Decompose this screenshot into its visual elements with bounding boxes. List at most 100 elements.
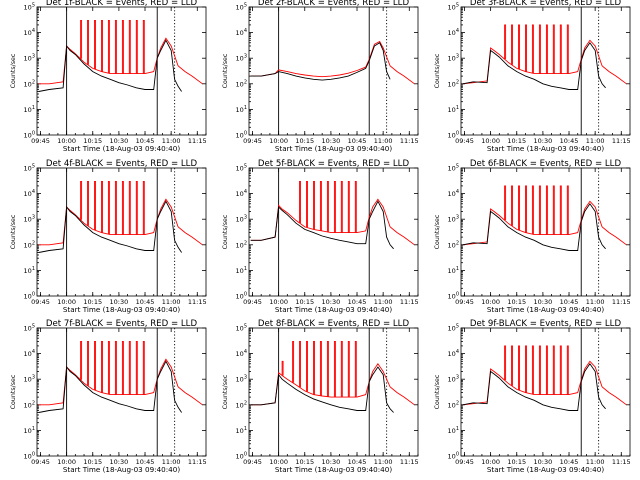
x-tick-label: 09:45 xyxy=(243,458,262,466)
x-tick-label: 10:00 xyxy=(269,137,288,145)
y-tick-label: 102 xyxy=(236,240,247,249)
lld-spike xyxy=(142,180,145,235)
y-tick-label: 105 xyxy=(236,324,247,333)
panel-title: Det 8f-BLACK = Events, RED = LLD xyxy=(258,319,410,329)
lld-spike xyxy=(525,24,527,72)
lld-spike xyxy=(94,340,96,390)
x-tick-label: 10:15 xyxy=(295,298,314,306)
lld-spike xyxy=(566,24,569,74)
x-axis-label: Start Time (18-Aug-03 09:40:40) xyxy=(487,305,604,314)
lld-spike xyxy=(114,19,117,74)
series-events xyxy=(38,39,182,92)
series-events xyxy=(250,200,394,250)
y-tick-label: 103 xyxy=(448,54,459,63)
x-tick-label: 11:15 xyxy=(400,137,419,145)
lld-spike xyxy=(135,19,138,74)
plot-frame xyxy=(460,327,631,457)
x-tick-label: 11:15 xyxy=(612,137,631,145)
x-tick-label: 11:00 xyxy=(374,458,393,466)
lld-spike xyxy=(354,340,357,398)
lld-spike xyxy=(114,340,117,395)
x-tick-label: 10:00 xyxy=(57,298,76,306)
x-tick-label: 09:45 xyxy=(31,458,50,466)
x-tick-label: 10:45 xyxy=(560,298,579,306)
y-tick-label: 104 xyxy=(24,28,35,37)
detector-panel-9: Det 9f-BLACK = Events, RED = LLD 09:45 10:… xyxy=(434,319,631,474)
series-events xyxy=(462,203,606,251)
lld-spike xyxy=(80,180,83,220)
y-tick-label: 100 xyxy=(236,292,247,301)
y-tick-label: 102 xyxy=(24,79,35,88)
lld-spike xyxy=(538,24,541,74)
lld-spike xyxy=(559,24,562,74)
x-tick-label: 10:45 xyxy=(136,298,155,306)
x-tick-label: 10:45 xyxy=(136,458,155,466)
x-tick-label: 10:45 xyxy=(348,137,367,145)
x-tick-label: 11:15 xyxy=(400,298,419,306)
lld-spike xyxy=(354,180,357,233)
lld-spike xyxy=(511,345,513,386)
lld-spike xyxy=(347,180,350,233)
x-tick-label: 11:15 xyxy=(400,458,419,466)
y-axis-label: Counts/sec xyxy=(222,374,229,409)
y-tick-label: 103 xyxy=(24,54,35,63)
y-tick-label: 104 xyxy=(24,349,35,358)
y-tick-label: 102 xyxy=(448,240,459,249)
lld-spike xyxy=(94,19,96,69)
y-tick-label: 100 xyxy=(24,292,35,301)
series-lld xyxy=(38,198,203,246)
y-tick-label: 105 xyxy=(24,164,35,173)
lld-spike xyxy=(319,340,322,396)
x-tick-label: 10:00 xyxy=(481,298,500,306)
lld-spike xyxy=(531,185,534,235)
y-tick-label: 101 xyxy=(236,105,247,114)
x-tick-label: 10:30 xyxy=(322,137,341,145)
series-lld xyxy=(250,40,415,85)
y-tick-label: 102 xyxy=(24,240,35,249)
panel-title: Det 7f-BLACK = Events, RED = LLD xyxy=(46,319,198,329)
lld-spike xyxy=(525,345,527,393)
y-tick-label: 101 xyxy=(448,105,459,114)
panel-title: Det 3f-BLACK = Events, RED = LLD xyxy=(470,0,622,8)
panel-title: Det 9f-BLACK = Events, RED = LLD xyxy=(470,319,622,329)
x-axis-label: Start Time (18-Aug-03 09:40:40) xyxy=(63,465,180,474)
y-tick-label: 101 xyxy=(24,266,35,275)
y-tick-label: 105 xyxy=(448,3,459,12)
lld-spike xyxy=(538,345,541,395)
y-tick-label: 104 xyxy=(236,189,247,198)
lld-spike xyxy=(121,180,124,235)
x-axis-label: Start Time (18-Aug-03 09:40:40) xyxy=(487,465,604,474)
x-tick-label: 10:30 xyxy=(110,137,129,145)
lld-spike xyxy=(292,340,295,383)
x-tick-label: 11:00 xyxy=(374,137,393,145)
lld-spike xyxy=(121,340,124,395)
x-tick-label: 11:00 xyxy=(162,458,181,466)
lld-spike xyxy=(80,340,83,380)
series-events xyxy=(38,200,182,253)
lld-spike xyxy=(504,345,507,381)
x-tick-label: 11:00 xyxy=(374,298,393,306)
x-axis-label: Start Time (18-Aug-03 09:40:40) xyxy=(275,465,392,474)
y-tick-label: 105 xyxy=(24,3,35,12)
series-events xyxy=(250,42,391,81)
x-tick-label: 09:45 xyxy=(243,137,262,145)
y-tick-label: 103 xyxy=(448,375,459,384)
x-tick-label: 09:45 xyxy=(455,458,474,466)
lld-spike xyxy=(525,185,527,233)
y-tick-label: 105 xyxy=(448,164,459,173)
y-tick-label: 101 xyxy=(24,426,35,435)
y-tick-label: 103 xyxy=(448,215,459,224)
lld-spike xyxy=(107,180,110,235)
lld-spike xyxy=(121,19,124,74)
lld-spike xyxy=(333,180,336,233)
y-tick-label: 100 xyxy=(236,131,247,140)
y-tick-label: 100 xyxy=(448,292,459,301)
y-tick-label: 105 xyxy=(448,324,459,333)
y-axis-label: Counts/sec xyxy=(434,53,441,88)
y-tick-label: 100 xyxy=(448,131,459,140)
lld-spike xyxy=(142,340,145,395)
series-lld xyxy=(250,198,415,246)
panel-title: Det 6f-BLACK = Events, RED = LLD xyxy=(470,159,622,169)
y-tick-label: 102 xyxy=(24,400,35,409)
